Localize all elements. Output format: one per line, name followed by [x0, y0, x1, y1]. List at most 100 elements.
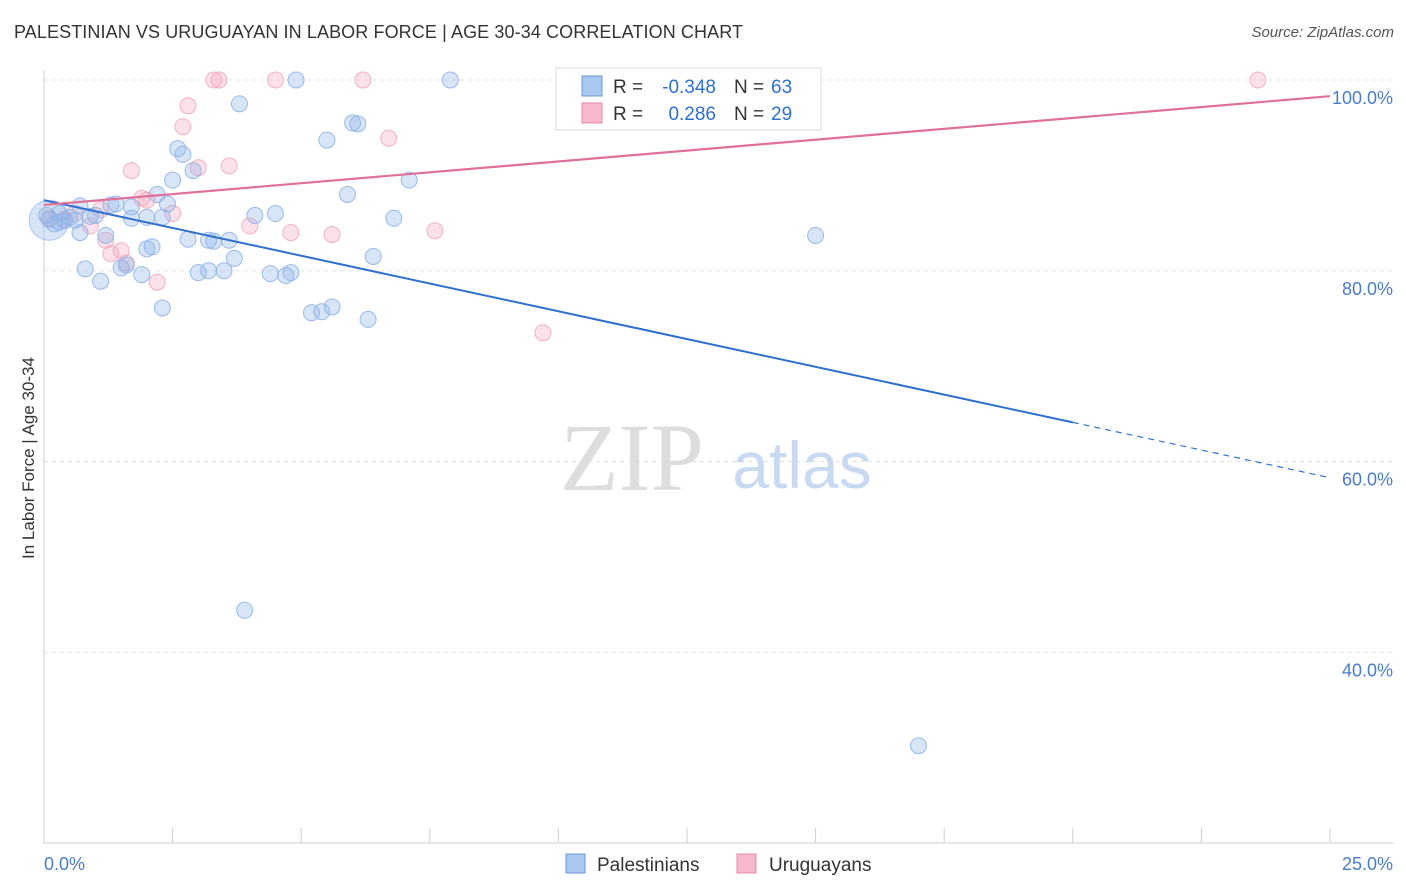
- data-point-palestinians: [56, 211, 74, 229]
- x-tick-label: 0.0%: [44, 854, 85, 874]
- data-point-uruguayans: [148, 273, 166, 291]
- y-tick-label: 40.0%: [1342, 660, 1393, 680]
- data-point-palestinians: [323, 298, 341, 316]
- data-point-palestinians: [364, 247, 382, 265]
- stats-r-value-palestinians: -0.348: [662, 77, 716, 98]
- data-point-uruguayans: [97, 231, 115, 249]
- data-point-uruguayans: [210, 71, 228, 89]
- watermark-zip: ZIP: [560, 404, 704, 511]
- series-legend: Palestinians Uruguayans: [565, 853, 871, 876]
- legend-swatch-palestinians: [565, 853, 586, 874]
- data-point-uruguayans: [179, 97, 197, 115]
- y-tick-label: 60.0%: [1342, 470, 1393, 490]
- data-point-palestinians: [164, 171, 182, 189]
- data-point-uruguayans: [1249, 71, 1267, 89]
- data-point-palestinians: [282, 264, 300, 282]
- y-tick-label: 80.0%: [1342, 279, 1393, 299]
- data-point-uruguayans: [122, 162, 140, 180]
- data-point-uruguayans: [282, 224, 300, 242]
- data-point-uruguayans: [354, 71, 372, 89]
- stats-swatch-palestinians: [581, 75, 603, 97]
- data-point-palestinians: [143, 238, 161, 256]
- stats-swatch-uruguayans: [581, 102, 603, 124]
- chart-source: Source: ZipAtlas.com: [1251, 24, 1394, 41]
- data-point-palestinians: [266, 205, 284, 223]
- axes: 40.0% 60.0% 80.0% 100.0% 0.0% 25.0%: [43, 70, 1394, 874]
- data-point-palestinians: [200, 262, 218, 280]
- trend-line-uruguayans: [43, 95, 1331, 207]
- data-point-palestinians: [122, 198, 140, 216]
- data-point-palestinians: [81, 207, 99, 225]
- data-point-palestinians: [61, 208, 79, 226]
- data-point-palestinians: [133, 266, 151, 284]
- stats-n-value-palestinians: 63: [771, 77, 792, 98]
- data-point-palestinians: [400, 171, 418, 189]
- data-point-palestinians: [92, 272, 110, 290]
- data-point-uruguayans: [102, 245, 120, 263]
- data-point-palestinians: [102, 196, 120, 214]
- data-point-palestinians: [349, 115, 367, 133]
- stats-r-label-uruguayans: R =: [613, 104, 643, 125]
- data-point-palestinians: [318, 131, 336, 149]
- legend-swatch-uruguayans: [736, 853, 757, 874]
- data-point-uruguayans: [426, 222, 444, 240]
- data-point-palestinians: [215, 262, 233, 280]
- stats-r-value-uruguayans: 0.286: [668, 104, 716, 125]
- y-tick-label: 100.0%: [1332, 88, 1393, 108]
- stats-n-label-palestinians: N =: [734, 77, 764, 98]
- data-point-palestinians: [261, 265, 279, 283]
- watermark: ZIP atlas: [560, 404, 872, 511]
- data-point-palestinians: [313, 303, 331, 321]
- stats-n-label-uruguayans: N =: [734, 104, 764, 125]
- data-point-uruguayans: [266, 71, 284, 89]
- data-point-palestinians: [230, 95, 248, 113]
- data-point-palestinians: [344, 114, 362, 132]
- data-point-palestinians: [189, 264, 207, 282]
- trend-line-palestinians-extension: [1072, 421, 1331, 479]
- data-point-uruguayans: [205, 71, 223, 89]
- data-point-palestinians: [112, 259, 130, 277]
- stats-n-value-uruguayans: 29: [771, 104, 792, 125]
- data-point-uruguayans: [534, 324, 552, 342]
- data-point-uruguayans: [380, 129, 398, 147]
- data-point-palestinians: [909, 737, 927, 755]
- data-point-palestinians: [246, 206, 264, 224]
- data-point-palestinians: [71, 224, 89, 242]
- data-point-uruguayans: [323, 226, 341, 244]
- data-point-palestinians: [287, 71, 305, 89]
- x-tick-label: 25.0%: [1342, 854, 1393, 874]
- stats-r-label-palestinians: R =: [613, 77, 643, 98]
- data-point-uruguayans: [164, 205, 182, 223]
- legend-label-palestinians: Palestinians: [597, 855, 699, 876]
- trend-line-palestinians: [43, 199, 1074, 424]
- data-point-palestinians: [338, 185, 356, 203]
- data-point-uruguayans: [220, 157, 238, 175]
- data-point-uruguayans: [81, 217, 99, 235]
- data-points: [28, 71, 1267, 755]
- data-point-palestinians: [97, 226, 115, 244]
- grid: [44, 79, 1394, 653]
- legend-label-uruguayans: Uruguayans: [769, 855, 871, 876]
- y-axis-label: In Labor Force | Age 30-34: [19, 357, 38, 559]
- data-point-uruguayans: [189, 159, 207, 177]
- data-point-palestinians: [179, 230, 197, 248]
- data-point-palestinians: [76, 260, 94, 278]
- data-point-palestinians: [174, 145, 192, 163]
- trend-lines: [43, 95, 1331, 479]
- data-point-palestinians: [38, 206, 56, 224]
- data-point-uruguayans: [241, 217, 259, 235]
- data-point-palestinians: [236, 601, 254, 619]
- data-point-palestinians: [225, 249, 243, 267]
- data-point-palestinians: [277, 267, 295, 285]
- data-point-uruguayans: [174, 118, 192, 136]
- data-point-palestinians: [117, 256, 135, 274]
- chart-title: PALESTINIAN VS URUGUAYAN IN LABOR FORCE …: [14, 22, 744, 42]
- data-point-palestinians: [359, 310, 377, 328]
- data-point-palestinians: [441, 71, 459, 89]
- data-point-palestinians: [158, 195, 176, 213]
- data-point-palestinians: [807, 226, 825, 244]
- data-point-palestinians: [184, 162, 202, 180]
- data-point-palestinians: [153, 299, 171, 317]
- stats-legend: R = -0.348 N = 63 R = 0.286 N = 29: [555, 67, 822, 131]
